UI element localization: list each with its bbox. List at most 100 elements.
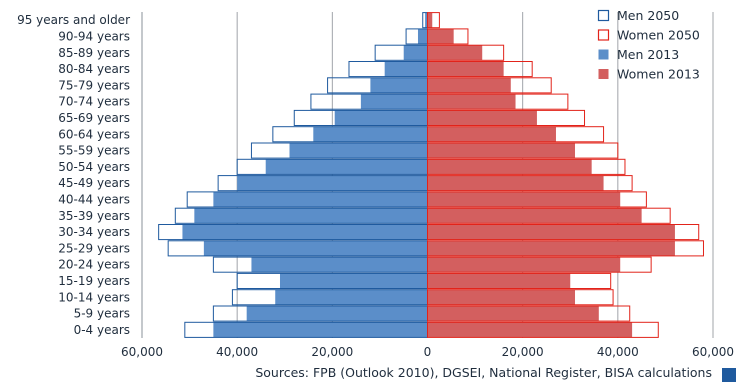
bar-men-2013 [203,240,428,256]
bar-men-2013 [289,143,428,159]
bar-women-2013 [427,257,621,273]
legend: Men 2050 Women 2050 Men 2013 Women 2013 [597,8,700,82]
bar-women-2013 [427,159,592,175]
bar-women-2050 [427,175,633,192]
y-tick-label: 20-24 years [58,258,130,272]
bar-women-2013 [427,306,599,322]
y-tick-label: 25-29 years [58,241,130,255]
bar-women-2013 [427,322,633,338]
bar-women-2013 [427,240,675,256]
series-men-2050 [158,12,429,338]
bar-women-2050 [427,207,671,224]
bar-women-2050 [427,321,659,338]
y-tick-label: 45-49 years [58,176,130,190]
bar-women-2050 [427,61,533,78]
legend-label: Men 2050 [617,8,679,23]
bar-women-2050 [427,272,612,289]
y-tick-label: 15-19 years [58,274,130,288]
bar-men-2013 [360,94,428,110]
x-tick-label: 40,000 [597,345,639,359]
bar-women-2050 [427,142,619,159]
corner-mark [722,368,736,382]
y-tick-label: 40-44 years [58,192,130,206]
legend-swatch [597,29,610,41]
x-tick-label: 60,000 [121,345,163,359]
bar-women-2013 [427,45,483,61]
bar-men-2013 [246,306,428,322]
bar-women-2050 [427,158,626,175]
y-tick-label: 80-84 years [58,62,130,76]
bar-men-2013 [334,110,428,126]
legend-item-men-2050: Men 2050 [597,8,679,23]
bar-men-2013 [213,322,428,338]
x-tick-label: 20,000 [502,345,544,359]
legend-swatch [598,69,609,79]
bar-women-2013 [427,175,604,191]
y-tick-label: 50-54 years [58,160,130,174]
y-tick-label: 55-59 years [58,144,130,158]
bar-men-2013 [279,273,428,289]
y-tick-label: 10-14 years [58,290,130,304]
y-tick-label: 70-74 years [58,95,130,109]
bar-women-2013 [427,61,504,77]
bar-men-2013 [182,224,428,240]
bar-men-2013 [313,126,428,142]
x-axis-ticks: 60,000 40,000 20,000 0 20,000 40,000 60,000 [121,345,734,359]
y-tick-label: 65-69 years [58,111,130,125]
series-women-2013 [427,12,675,338]
y-tick-label: 0-4 years [74,323,130,337]
bar-men-2013 [370,77,428,93]
bar-women-2050 [427,77,552,94]
x-tick-label: 20,000 [311,345,353,359]
series-women-2050 [427,12,704,338]
x-tick-label: 40,000 [216,345,258,359]
legend-item-women-2013: Women 2013 [598,67,700,82]
source-note: Sources: FPB (Outlook 2010), DGSEI, Nati… [255,365,712,380]
bar-women-2013 [427,224,675,240]
y-tick-label: 75-79 years [58,78,130,92]
bar-women-2013 [427,289,576,305]
bar-men-2013 [417,28,428,44]
bar-men-2013 [265,159,428,175]
bar-women-2050 [427,256,652,273]
series-men-2013 [182,12,428,338]
legend-label: Women 2050 [617,28,700,43]
legend-label: Men 2013 [617,47,679,62]
bar-women-2050 [427,289,614,306]
bar-women-2050 [427,28,469,45]
y-axis-labels: 0-4 years 5-9 years 10-14 years 15-19 years… [17,13,130,337]
bar-women-2013 [427,208,642,224]
bar-men-2013 [194,208,428,224]
bar-women-2050 [427,191,647,208]
y-tick-label: 90-94 years [58,29,130,43]
bar-women-2013 [427,110,537,126]
y-tick-label: 95 years and older [17,13,130,27]
y-tick-label: 35-39 years [58,209,130,223]
bars [158,12,704,338]
y-tick-label: 60-64 years [58,127,130,141]
bar-women-2050 [427,12,440,29]
legend-swatch [598,49,609,60]
y-tick-label: 30-34 years [58,225,130,239]
bar-men-2013 [251,257,428,273]
bar-women-2013 [427,12,433,28]
bar-women-2050 [427,240,704,257]
legend-label: Women 2013 [617,67,700,82]
y-tick-label: 5-9 years [74,307,130,321]
y-tick-label: 85-89 years [58,46,130,60]
bar-women-2013 [427,191,621,207]
bar-women-2050 [427,305,631,322]
bar-men-2013 [275,289,428,305]
x-tick-label: 0 [424,345,432,359]
bar-women-2050 [427,109,586,127]
legend-swatch [597,9,610,22]
bar-women-2013 [427,77,511,93]
legend-item-women-2050: Women 2050 [597,28,700,43]
bar-men-2013 [213,191,428,207]
bar-women-2050 [427,44,505,61]
bar-women-2050 [427,126,605,143]
bar-men-2013 [237,175,428,191]
bar-women-2013 [427,273,571,289]
bar-women-2013 [427,143,576,159]
